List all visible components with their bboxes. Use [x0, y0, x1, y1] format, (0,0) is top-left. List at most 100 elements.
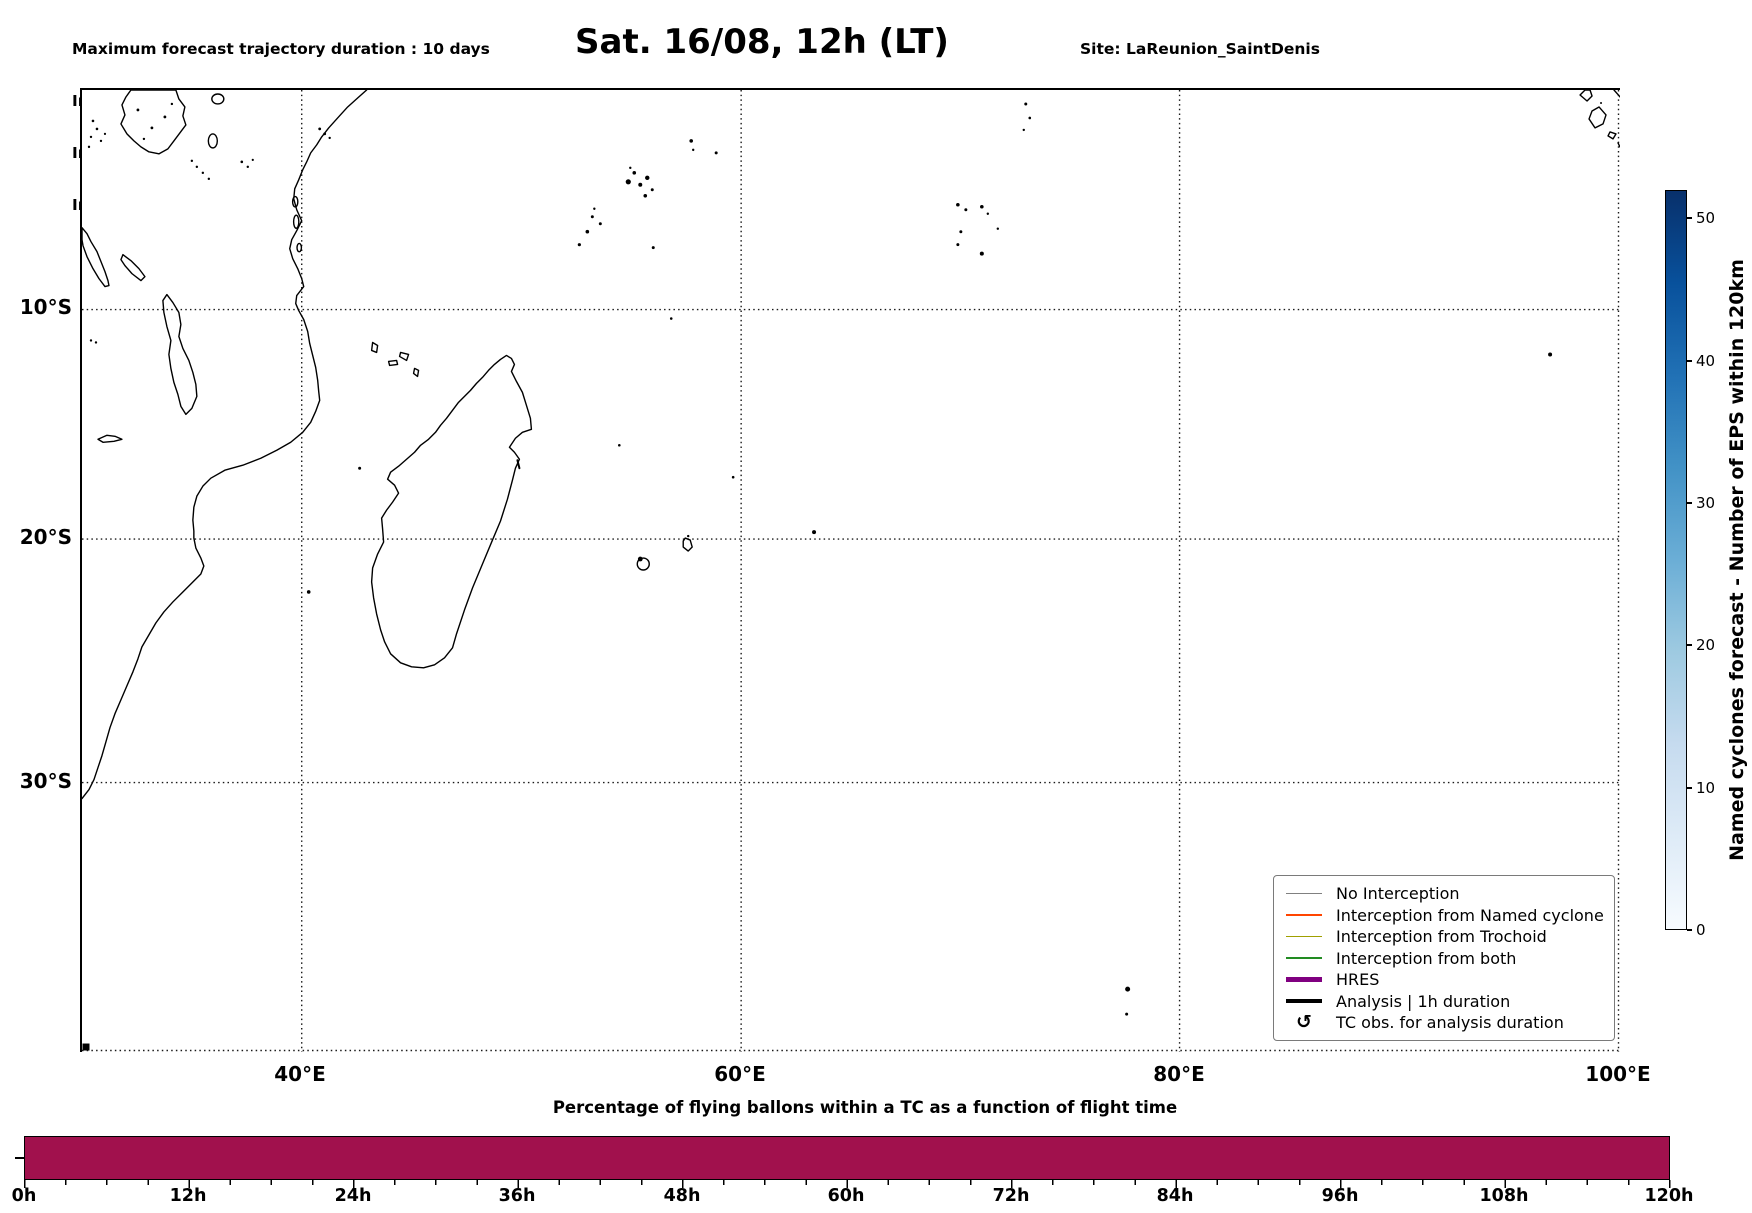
bc-xlabel-12h: 12h: [169, 1186, 207, 1206]
lake-tanganyika: [82, 227, 110, 288]
island-reunion: [636, 557, 650, 571]
island-zanzibar: [292, 214, 300, 230]
map-xtick-80e: 80°E: [1153, 1062, 1205, 1086]
orange-line-icon: [1286, 914, 1322, 916]
bc-xlabel-120h: 120h: [1644, 1186, 1694, 1206]
colorbar-axis-label: Named cyclones forecast - Number of EPS …: [1726, 259, 1748, 861]
bc-xlabel-24h: 24h: [334, 1186, 372, 1206]
map-ytick-10s: 10°S: [19, 295, 72, 319]
islands-chagos: [956, 202, 1000, 256]
legend-label: Interception from both: [1336, 948, 1517, 968]
legend-item-analysis: Analysis | 1h duration: [1274, 991, 1614, 1012]
island-st-brandon: [731, 475, 735, 479]
site-marker-reunion: [637, 556, 643, 562]
islet-sumatra-dot: [1600, 101, 1603, 104]
gray-line-icon: [1286, 892, 1322, 895]
colorbar-ticklabel-50: 50: [1696, 209, 1716, 227]
mauritius-top-dot: [687, 534, 690, 538]
colorbar-tick-30: [1687, 502, 1692, 504]
bc-xlabel-60h: 60h: [827, 1186, 865, 1206]
island-nias-sumatra: [1588, 106, 1607, 129]
olive-line-icon: [1286, 935, 1322, 938]
coastline-east-africa: [82, 90, 368, 800]
islands-maldives: [1022, 102, 1032, 132]
colorbar-ticklabel-30: 30: [1696, 494, 1716, 512]
colorbar-tick-10: [1687, 787, 1692, 789]
colorbar-tick-0: [1687, 929, 1692, 931]
lake-victoria: [120, 90, 187, 155]
rotate-ccw-icon: ↺: [1296, 1011, 1312, 1033]
colorbar-ticklabel-0: 0: [1696, 921, 1706, 939]
bc-xlabel-96h: 96h: [1321, 1186, 1359, 1206]
island-juan-de-nova: [358, 466, 362, 470]
max-duration-line: Maximum forecast trajectory duration : 1…: [72, 39, 490, 58]
colorbar-ticklabel-40: 40: [1696, 352, 1716, 370]
island-mayotte: [412, 367, 420, 378]
legend-label: TC obs. for analysis duration: [1336, 1013, 1564, 1032]
colorbar-ticklabel-10: 10: [1696, 779, 1716, 797]
lake-malawi: [162, 293, 198, 416]
legend-item-named-cyclone: Interception from Named cyclone: [1274, 905, 1614, 926]
bottom-chart-bar: [24, 1136, 1670, 1180]
island-sainte-marie: [516, 459, 521, 470]
island-tromelin: [618, 443, 621, 447]
colorbar-tick-40: [1687, 360, 1692, 362]
legend-item-tc-obs: ↺ TC obs. for analysis duration: [1274, 1012, 1614, 1033]
island-anjouan: [398, 351, 410, 362]
islands-seychelles: [577, 139, 718, 250]
small-islands-group: [82, 101, 1603, 1051]
colorbar-gradient: [1665, 190, 1687, 930]
purple-thick-line-icon: [1286, 977, 1322, 982]
legend-label: No Interception: [1336, 884, 1460, 903]
legend-item-no-interception: No Interception: [1274, 883, 1614, 904]
corner-marker: [82, 1043, 90, 1051]
island-amsterdam: [1125, 1012, 1129, 1016]
island-cocos: [1548, 352, 1553, 357]
coast-sumatra-edge-dash: [1617, 142, 1620, 148]
legend-item-trochoid: Interception from Trochoid: [1274, 926, 1614, 947]
map-xtick-40e: 40°E: [274, 1062, 326, 1086]
legend-label: HRES: [1336, 970, 1380, 989]
island-moheli: [387, 359, 399, 367]
bc-xlabel-36h: 36h: [498, 1186, 536, 1206]
islet-sumatra-small: [1607, 131, 1617, 140]
bc-xlabel-72h: 72h: [992, 1186, 1030, 1206]
rift-lake-small-north: [211, 93, 225, 105]
figure-title: Sat. 16/08, 12h (LT): [575, 22, 949, 62]
black-thick-line-icon: [1286, 998, 1322, 1004]
island-europa: [306, 590, 311, 594]
legend-label: Interception from Named cyclone: [1336, 905, 1604, 925]
rift-lake-small-south: [207, 133, 219, 149]
colorbar-tick-50: [1687, 217, 1692, 219]
colorbar-ticklabel-20: 20: [1696, 636, 1716, 654]
legend-label: Interception from Trochoid: [1336, 927, 1547, 946]
map-svg: [82, 90, 1620, 1052]
island-rodrigues: [812, 530, 817, 535]
legend-label: Analysis | 1h duration: [1336, 991, 1511, 1011]
bc-xlabel-48h: 48h: [663, 1186, 701, 1206]
coast-sumatra-corner: [1613, 90, 1620, 98]
bottom-chart-major-ticks: [24, 1180, 1672, 1188]
bc-xlabel-108h: 108h: [1479, 1186, 1529, 1206]
lake-kariba: [97, 434, 123, 443]
map-xtick-60e: 60°E: [714, 1062, 766, 1086]
site-line: Site: LaReunion_SaintDenis: [1080, 39, 1320, 58]
island-madagascar: [370, 354, 533, 669]
island-grande-comore: [370, 341, 379, 354]
bottom-chart-ytick: [15, 1157, 24, 1159]
islet-sumatra-top: [1579, 90, 1593, 102]
legend-item-both: Interception from both: [1274, 948, 1614, 969]
colorbar-tick-20: [1687, 644, 1692, 646]
map-ytick-20s: 20°S: [19, 525, 72, 549]
legend-item-hres: HRES: [1274, 969, 1614, 990]
island-st-paul: [1125, 986, 1131, 992]
bottom-chart-title: Percentage of flying ballons within a TC…: [552, 1098, 1178, 1117]
lake-rukwa: [120, 253, 146, 282]
bc-xlabel-0h: 0h: [11, 1186, 37, 1206]
map-ytick-30s: 30°S: [19, 769, 72, 793]
bc-xlabel-84h: 84h: [1156, 1186, 1194, 1206]
map-legend: No Interception Interception from Named …: [1273, 875, 1615, 1041]
map-xtick-100e: 100°E: [1585, 1062, 1651, 1086]
island-agalega: [669, 317, 673, 320]
